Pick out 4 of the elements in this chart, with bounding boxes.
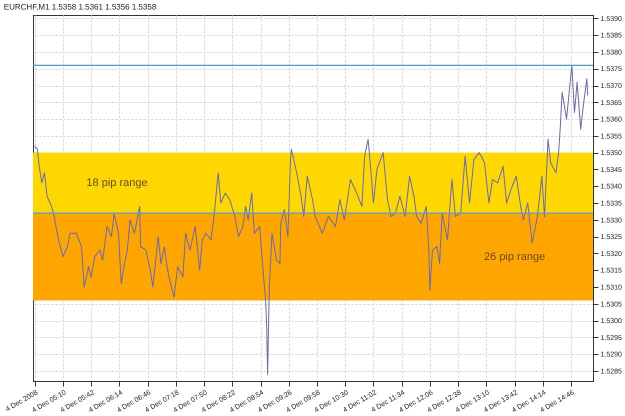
band-label: 18 pip range xyxy=(86,176,148,189)
line-series xyxy=(34,64,588,375)
band-label: 26 pip range xyxy=(484,250,546,263)
chart-title: EURCHF,M1 1.5358 1.5361 1.5356 1.5358 xyxy=(4,2,157,12)
